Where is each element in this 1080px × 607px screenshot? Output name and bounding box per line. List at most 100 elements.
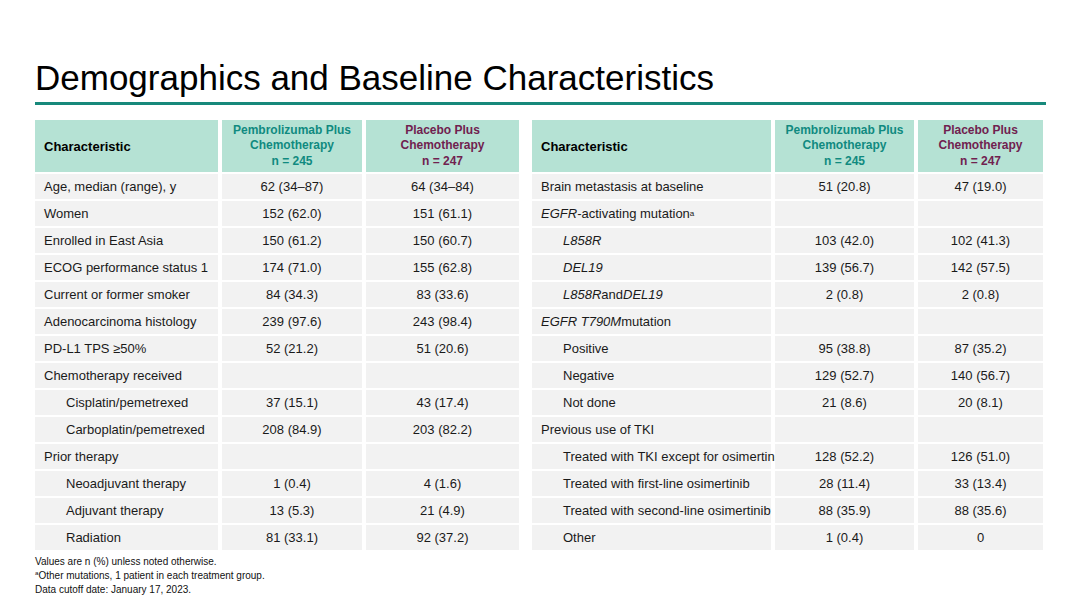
- row-label: Carboplatin/pemetrexed: [35, 417, 218, 442]
- row-value-placebo: [918, 309, 1043, 334]
- row-value-placebo: 92 (37.2): [366, 525, 519, 550]
- row-label: EGFR-activating mutationa: [532, 201, 771, 226]
- row-label: Prior therapy: [35, 444, 218, 469]
- row-value-pembrolizumab: 239 (97.6): [222, 309, 362, 334]
- title-underline: [35, 102, 1046, 105]
- row-value-placebo: 150 (60.7): [366, 228, 519, 253]
- row-value-pembrolizumab: 1 (0.4): [222, 471, 362, 496]
- row-value-pembrolizumab: 21 (8.6): [775, 390, 914, 415]
- row-label: Current or former smoker: [35, 282, 218, 307]
- row-value-pembrolizumab: 103 (42.0): [775, 228, 914, 253]
- row-value-placebo: 33 (13.4): [918, 471, 1043, 496]
- row-value-placebo: 4 (1.6): [366, 471, 519, 496]
- row-label: Adenocarcinoma histology: [35, 309, 218, 334]
- row-label: Previous use of TKI: [532, 417, 771, 442]
- row-value-pembrolizumab: [775, 417, 914, 442]
- row-value-placebo: [366, 363, 519, 388]
- row-label: Positive: [532, 336, 771, 361]
- row-value-placebo: 155 (62.8): [366, 255, 519, 280]
- row-label: L858R and DEL19: [532, 282, 771, 307]
- row-value-placebo: 2 (0.8): [918, 282, 1043, 307]
- row-label: Treated with second-line osimertinib: [532, 498, 771, 523]
- footnote-line: aOther mutations, 1 patient in each trea…: [35, 569, 265, 583]
- row-value-pembrolizumab: 84 (34.3): [222, 282, 362, 307]
- row-value-placebo: 142 (57.5): [918, 255, 1043, 280]
- row-value-placebo: 102 (41.3): [918, 228, 1043, 253]
- page-title: Demographics and Baseline Characteristic…: [35, 58, 714, 98]
- row-value-pembrolizumab: 88 (35.9): [775, 498, 914, 523]
- row-value-pembrolizumab: 62 (34–87): [222, 174, 362, 199]
- row-label: ECOG performance status 1: [35, 255, 218, 280]
- row-value-placebo: 64 (34–84): [366, 174, 519, 199]
- footnotes: Values are n (%) unless noted otherwise.…: [35, 555, 265, 597]
- table-header-characteristic: Characteristic: [532, 120, 771, 172]
- row-label: PD-L1 TPS ≥50%: [35, 336, 218, 361]
- row-label: Age, median (range), y: [35, 174, 218, 199]
- row-value-pembrolizumab: [222, 444, 362, 469]
- row-label: Neoadjuvant therapy: [35, 471, 218, 496]
- row-value-placebo: 88 (35.6): [918, 498, 1043, 523]
- row-label: DEL19: [532, 255, 771, 280]
- row-value-pembrolizumab: 174 (71.0): [222, 255, 362, 280]
- row-value-placebo: [918, 417, 1043, 442]
- row-label: Enrolled in East Asia: [35, 228, 218, 253]
- row-value-pembrolizumab: [775, 309, 914, 334]
- row-value-pembrolizumab: 37 (15.1): [222, 390, 362, 415]
- table-header-characteristic: Characteristic: [35, 120, 218, 172]
- row-value-pembrolizumab: 52 (21.2): [222, 336, 362, 361]
- row-label: Chemotherapy received: [35, 363, 218, 388]
- footnote-line: Data cutoff date: January 17, 2023.: [35, 583, 265, 597]
- row-label: EGFR T790M mutation: [532, 309, 771, 334]
- tables-container: CharacteristicPembrolizumab Plus Chemoth…: [35, 120, 1046, 550]
- row-value-pembrolizumab: [775, 201, 914, 226]
- table-header-pembrolizumab: Pembrolizumab Plus Chemotherapy n = 245: [222, 120, 362, 172]
- row-value-placebo: 47 (19.0): [918, 174, 1043, 199]
- row-label: L858R: [532, 228, 771, 253]
- row-value-pembrolizumab: 95 (38.8): [775, 336, 914, 361]
- row-label: Adjuvant therapy: [35, 498, 218, 523]
- row-value-placebo: 87 (35.2): [918, 336, 1043, 361]
- row-value-pembrolizumab: 81 (33.1): [222, 525, 362, 550]
- row-label: Radiation: [35, 525, 218, 550]
- row-value-placebo: [918, 201, 1043, 226]
- row-value-placebo: 20 (8.1): [918, 390, 1043, 415]
- table-demographics: CharacteristicPembrolizumab Plus Chemoth…: [35, 120, 519, 550]
- row-label: Treated with TKI except for osimertinib: [532, 444, 771, 469]
- row-value-pembrolizumab: 152 (62.0): [222, 201, 362, 226]
- row-value-pembrolizumab: 28 (11.4): [775, 471, 914, 496]
- row-value-pembrolizumab: 2 (0.8): [775, 282, 914, 307]
- row-label: Treated with first-line osimertinib: [532, 471, 771, 496]
- row-value-placebo: [366, 444, 519, 469]
- row-value-placebo: 51 (20.6): [366, 336, 519, 361]
- row-value-pembrolizumab: [222, 363, 362, 388]
- slide: Demographics and Baseline Characteristic…: [0, 0, 1080, 607]
- table-baseline-disease: CharacteristicPembrolizumab Plus Chemoth…: [532, 120, 1043, 550]
- row-label: Brain metastasis at baseline: [532, 174, 771, 199]
- row-value-pembrolizumab: 128 (52.2): [775, 444, 914, 469]
- row-value-placebo: 0: [918, 525, 1043, 550]
- row-label: Negative: [532, 363, 771, 388]
- row-value-placebo: 126 (51.0): [918, 444, 1043, 469]
- row-value-pembrolizumab: 51 (20.8): [775, 174, 914, 199]
- row-value-placebo: 43 (17.4): [366, 390, 519, 415]
- row-value-placebo: 140 (56.7): [918, 363, 1043, 388]
- row-value-pembrolizumab: 129 (52.7): [775, 363, 914, 388]
- table-header-placebo: Placebo Plus Chemotherapy n = 247: [918, 120, 1043, 172]
- table-header-pembrolizumab: Pembrolizumab Plus Chemotherapy n = 245: [775, 120, 914, 172]
- row-value-pembrolizumab: 1 (0.4): [775, 525, 914, 550]
- footnote-line: Values are n (%) unless noted otherwise.: [35, 555, 265, 569]
- row-value-pembrolizumab: 150 (61.2): [222, 228, 362, 253]
- row-value-placebo: 83 (33.6): [366, 282, 519, 307]
- row-value-placebo: 21 (4.9): [366, 498, 519, 523]
- row-value-placebo: 243 (98.4): [366, 309, 519, 334]
- row-label: Cisplatin/pemetrexed: [35, 390, 218, 415]
- row-label: Not done: [532, 390, 771, 415]
- row-value-placebo: 151 (61.1): [366, 201, 519, 226]
- row-label: Other: [532, 525, 771, 550]
- row-value-pembrolizumab: 139 (56.7): [775, 255, 914, 280]
- row-value-pembrolizumab: 13 (5.3): [222, 498, 362, 523]
- table-header-placebo: Placebo Plus Chemotherapy n = 247: [366, 120, 519, 172]
- row-value-placebo: 203 (82.2): [366, 417, 519, 442]
- row-label: Women: [35, 201, 218, 226]
- row-value-pembrolizumab: 208 (84.9): [222, 417, 362, 442]
